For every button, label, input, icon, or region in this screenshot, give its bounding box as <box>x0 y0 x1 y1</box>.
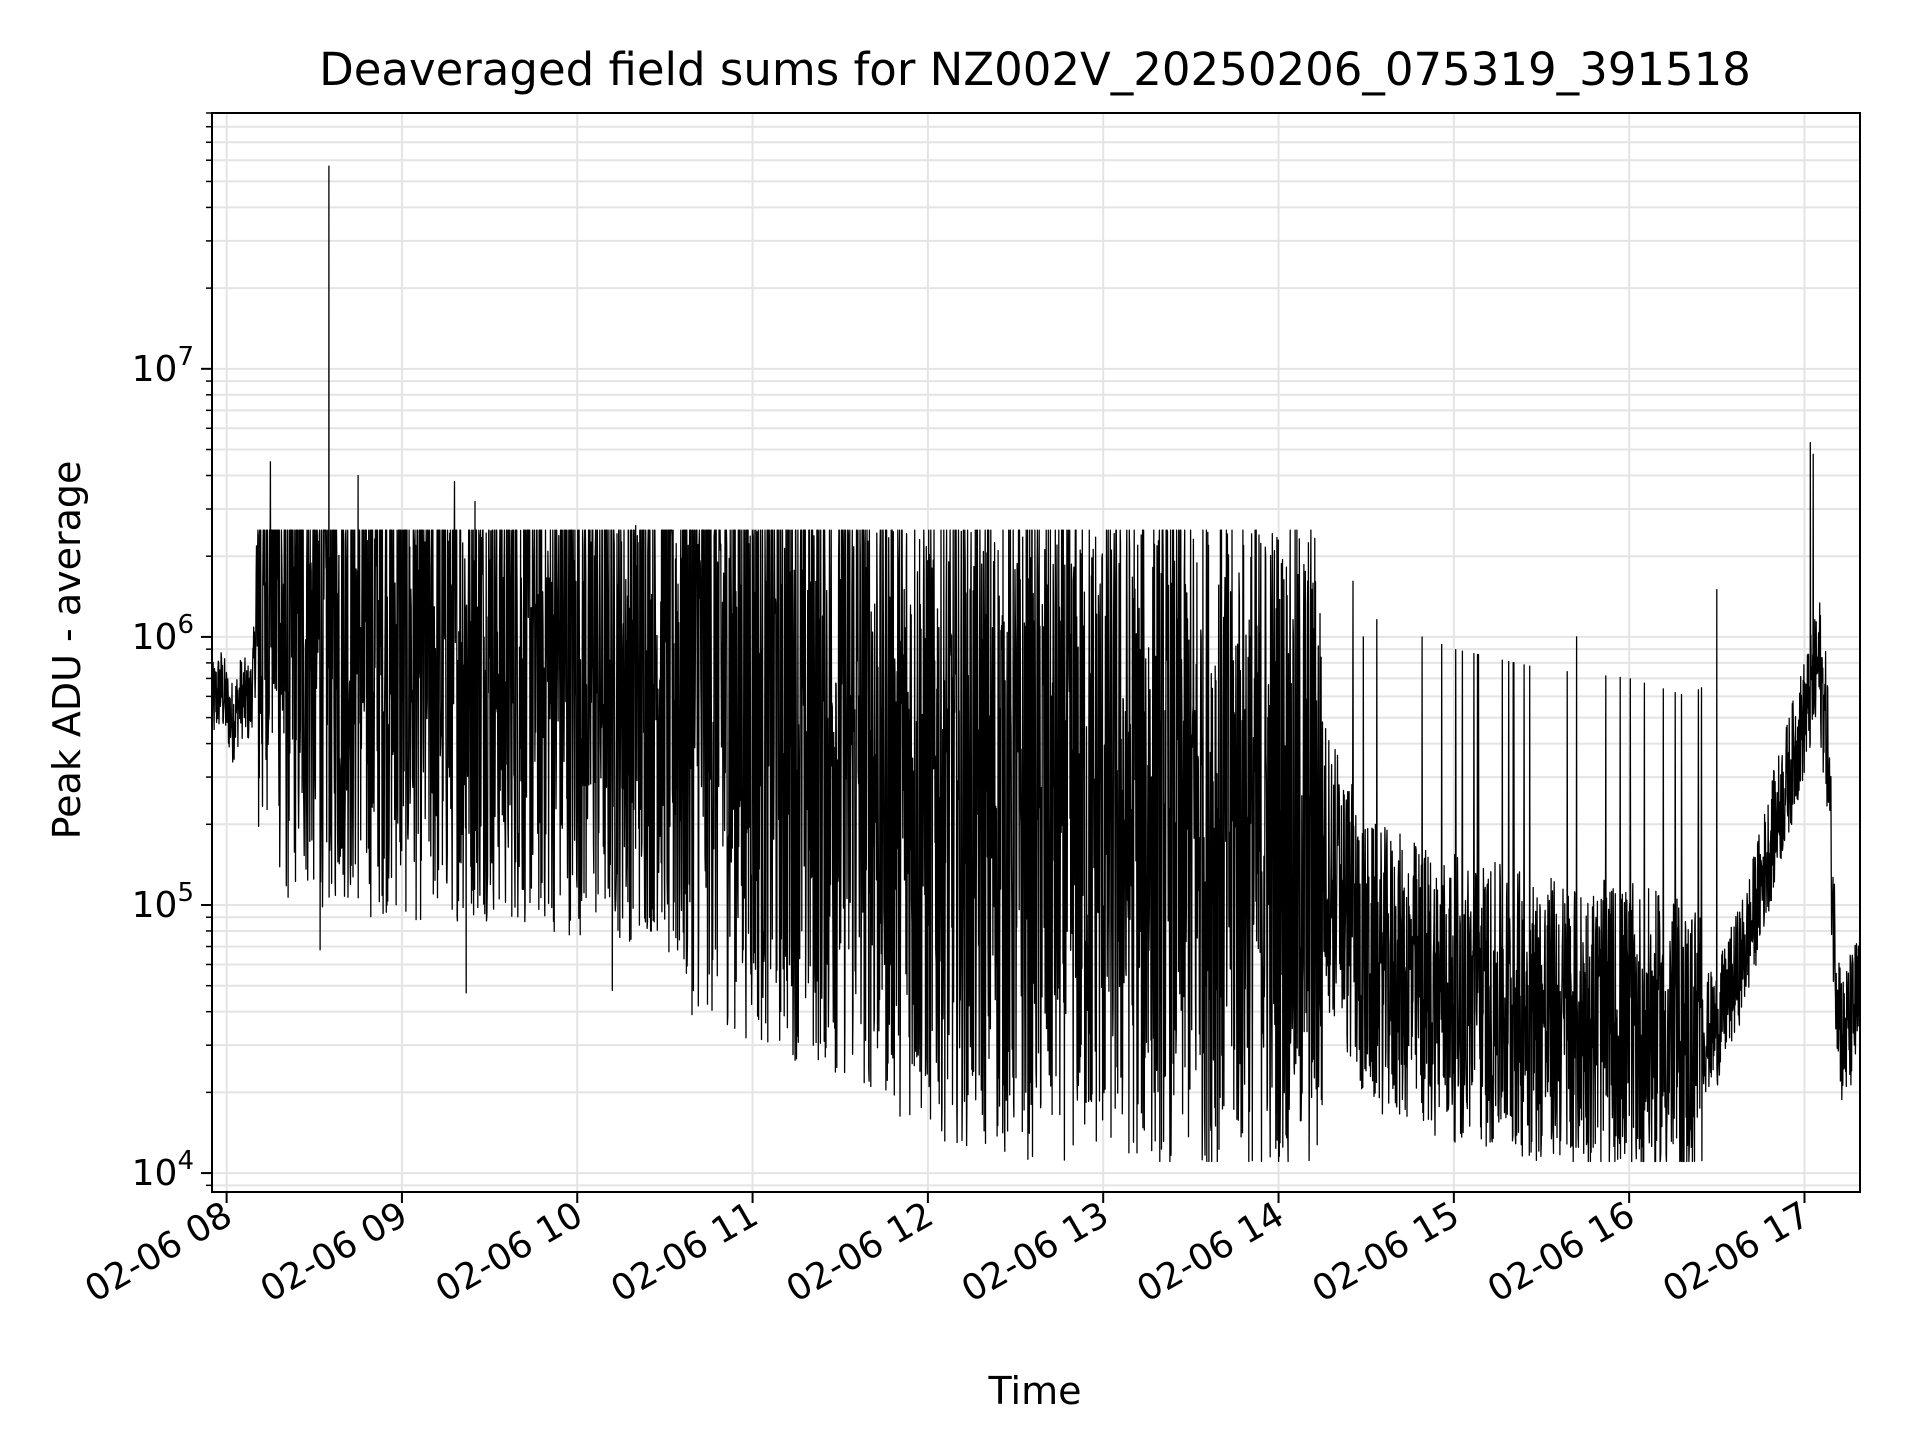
chart-title: Deaveraged field sums for NZ002V_2025020… <box>319 43 1751 96</box>
series-line <box>211 165 1861 1163</box>
plot-frame <box>211 112 1861 1193</box>
y-tick-label: 106 <box>132 610 194 658</box>
y-tick-label: 104 <box>132 1146 194 1194</box>
series-path <box>211 165 1861 1163</box>
y-tick-label: 105 <box>132 878 194 926</box>
y-tick-label: 107 <box>132 342 194 390</box>
x-axis-label: Time <box>988 1369 1082 1413</box>
y-axis-label: Peak ADU - average <box>45 461 89 840</box>
